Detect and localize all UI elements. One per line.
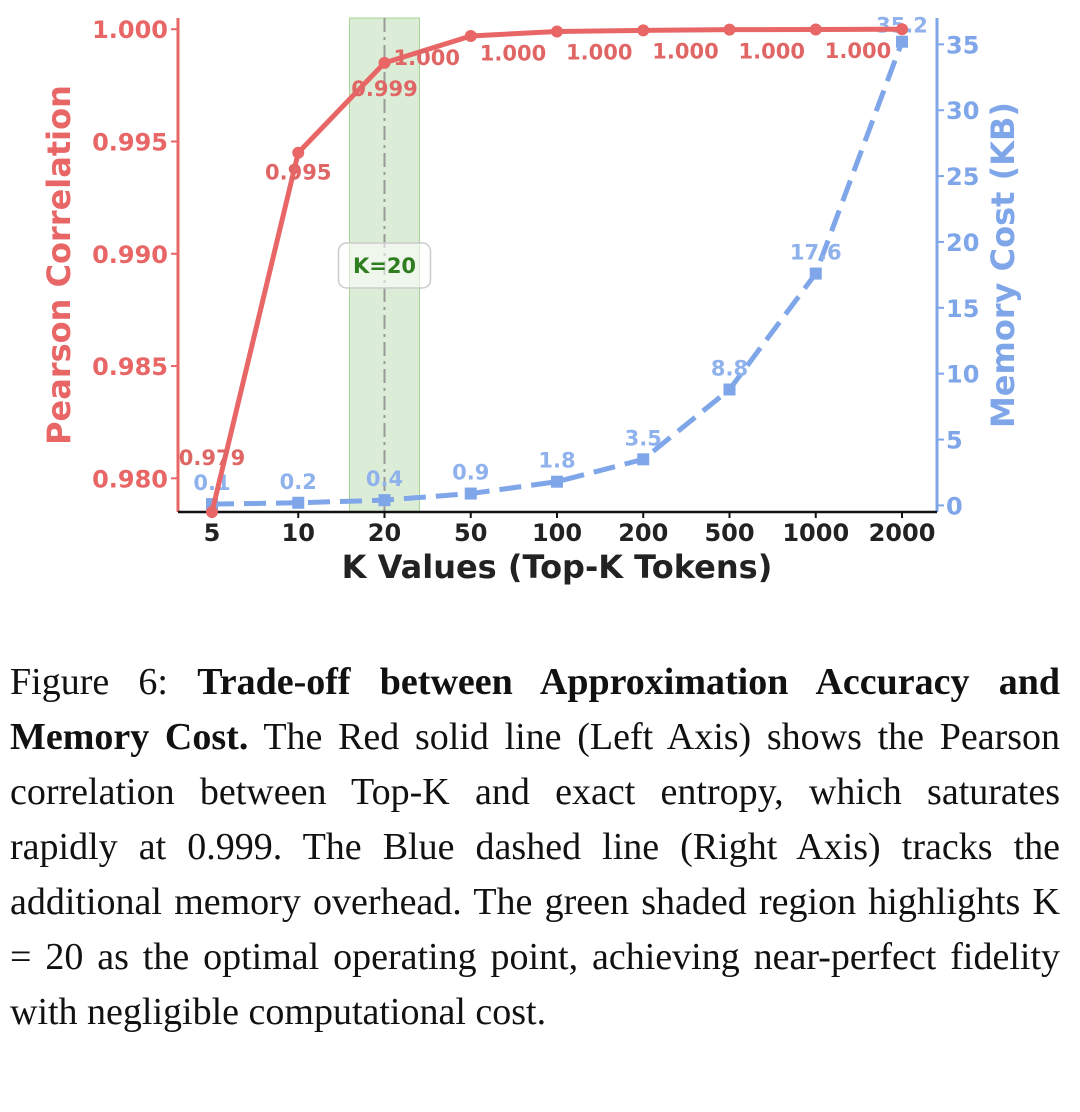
memory-cost-marker (551, 475, 563, 488)
pearson-correlation-marker (637, 24, 650, 37)
memory-cost-line (211, 40, 905, 507)
pearson-correlation-point-label: 0.999 (351, 77, 417, 101)
right-y-tick-label: 10 (946, 361, 979, 389)
right-y-tick-label: 20 (946, 229, 979, 257)
x-tick-label: 5 (204, 519, 221, 547)
memory-cost-marker (464, 487, 477, 500)
memory-cost-point-label: 3.5 (625, 426, 662, 450)
pearson-correlation-marker (464, 29, 477, 42)
x-tick-label: 20 (368, 519, 401, 547)
caption-title: Trade-off between Approximation Accuracy… (10, 661, 1060, 758)
pearson-correlation-point-label: 1.000 (739, 39, 805, 63)
x-tick-label: 1000 (782, 519, 849, 547)
pearson-correlation-series: 0.979 0.995 0.999 1.000 1.000 1.000 1.000 1.000… (179, 23, 908, 518)
pearson-correlation-point-label: 1.000 (825, 39, 891, 63)
memory-cost-marker (809, 267, 822, 280)
pearson-correlation-marker (896, 23, 908, 36)
x-ticks: 5 10 20 50 100 200 500 1000 2000 (204, 512, 936, 547)
chart-svg: 0.980 0.985 0.990 0.995 1.000 0 5 10 15 20 25 30 35… (40, 14, 1022, 586)
pearson-correlation-marker (206, 506, 218, 518)
pearson-correlation-point-label: 1.000 (566, 40, 632, 64)
memory-cost-point-label: 8.8 (711, 356, 748, 380)
pearson-correlation-marker (292, 146, 305, 159)
x-tick-label: 50 (454, 519, 487, 547)
memory-cost-point-label: 0.4 (366, 467, 403, 491)
memory-cost-point-label: 17.6 (790, 241, 842, 265)
memory-cost-point-label: 0.9 (452, 461, 489, 485)
caption-body: The Red solid line (Left Axis) shows the… (10, 716, 1061, 1033)
memory-cost-marker (896, 35, 908, 48)
right-y-tick-label: 35 (946, 31, 979, 59)
right-y-ticks: 0 5 10 15 20 25 30 35 (937, 31, 979, 520)
left-y-tick-label: 0.990 (92, 241, 168, 269)
memory-cost-series: 0.10.20.40.91.83.58.817.635.2 (193, 14, 928, 511)
right-y-tick-label: 25 (946, 163, 979, 191)
left-y-tick-label: 1.000 (92, 16, 168, 44)
left-y-ticks: 0.980 0.985 0.990 0.995 1.000 (92, 16, 178, 493)
memory-cost-marker (292, 496, 305, 509)
left-y-tick-label: 0.980 (92, 465, 168, 493)
pearson-correlation-marker (809, 23, 822, 36)
highlight-label: K=20 (353, 254, 416, 278)
pearson-correlation-line (209, 26, 903, 513)
x-tick-label: 500 (704, 519, 754, 547)
caption-prefix: Figure 6: (10, 661, 198, 703)
x-tick-label: 10 (282, 519, 315, 547)
pearson-correlation-point-label: 0.979 (179, 446, 245, 470)
pearson-correlation-point-label: 1.000 (652, 40, 718, 64)
pearson-correlation-marker (551, 25, 563, 38)
right-y-tick-label: 30 (946, 97, 979, 125)
memory-cost-point-label: 0.2 (280, 470, 317, 494)
right-y-tick-label: 5 (946, 427, 963, 455)
x-tick-label: 200 (618, 519, 668, 547)
memory-cost-marker (723, 383, 736, 396)
memory-cost-marker (637, 453, 650, 466)
pearson-correlation-point-label: 1.000 (394, 46, 460, 70)
x-tick-label: 100 (532, 519, 582, 547)
highlight-label-box (337, 242, 432, 289)
memory-cost-point-label: 0.1 (193, 471, 230, 495)
left-y-tick-label: 0.985 (92, 353, 168, 381)
pearson-correlation-point-label: 1.000 (480, 41, 546, 65)
pearson-correlation-marker (723, 23, 736, 36)
x-axis-title: K Values (Top-K Tokens) (342, 548, 773, 586)
x-tick-label: 2000 (869, 519, 936, 547)
memory-cost-point-label: 1.8 (538, 449, 575, 473)
figure-caption: Figure 6: Trade-off between Approximatio… (10, 655, 1060, 1040)
right-y-axis-title: Memory Cost (KB) (984, 102, 1022, 428)
memory-cost-marker (378, 494, 391, 507)
pearson-correlation-point-label: 0.995 (265, 161, 331, 185)
left-y-axis-title: Pearson Correlation (40, 85, 78, 445)
right-y-tick-label: 0 (946, 492, 963, 520)
pearson-correlation-marker (378, 56, 391, 69)
right-y-tick-label: 15 (946, 295, 979, 323)
left-y-tick-label: 0.995 (92, 129, 168, 157)
